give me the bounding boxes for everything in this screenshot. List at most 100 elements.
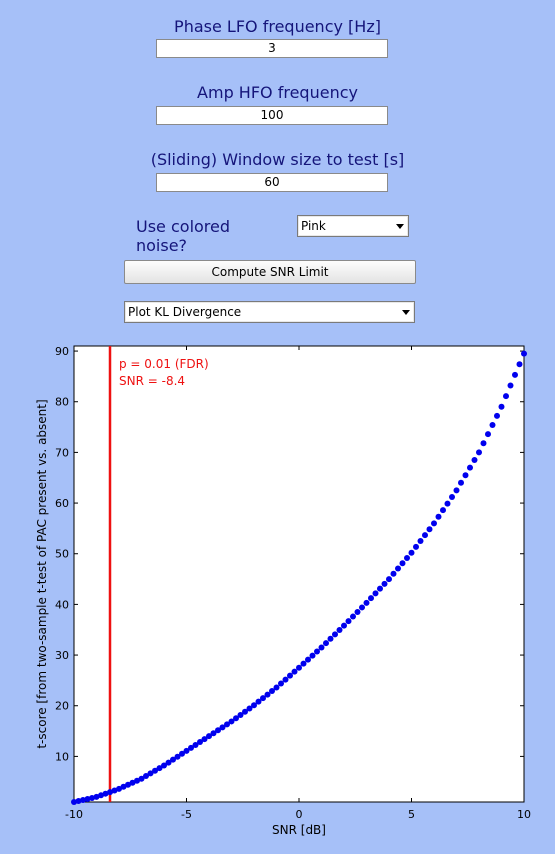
data-point: [336, 627, 343, 634]
data-point: [399, 560, 406, 567]
data-point: [359, 604, 365, 611]
amp-hfo-field[interactable]: 100: [156, 106, 388, 125]
data-point: [363, 599, 370, 606]
colored-noise-label: Use colored noise?: [136, 217, 231, 255]
data-point: [462, 472, 469, 479]
data-point: [143, 773, 149, 780]
chevron-down-icon: [402, 310, 410, 315]
x-tick-label: 5: [408, 808, 415, 821]
data-point: [444, 500, 451, 507]
noise-select[interactable]: Pink: [297, 215, 409, 237]
data-point: [323, 640, 329, 647]
data-point: [120, 783, 127, 790]
data-point: [246, 705, 253, 712]
data-point: [485, 431, 491, 438]
y-tick-label: 70: [55, 446, 69, 459]
data-point: [116, 785, 122, 792]
plot-type-select[interactable]: Plot KL Divergence: [124, 301, 415, 323]
data-point: [494, 412, 500, 419]
data-point: [156, 765, 163, 772]
data-point: [309, 652, 316, 659]
data-point: [255, 698, 262, 705]
y-tick-label: 50: [55, 548, 69, 561]
x-tick-label: -5: [181, 808, 192, 821]
data-point: [152, 767, 158, 774]
window-size-label: (Sliding) Window size to test [s]: [150, 150, 405, 169]
data-point: [98, 792, 104, 799]
data-point: [458, 479, 464, 486]
data-point: [305, 656, 311, 663]
data-point: [512, 371, 518, 378]
data-point: [350, 613, 356, 620]
noise-select-value: Pink: [301, 219, 326, 233]
data-point: [503, 393, 509, 400]
data-point: [449, 493, 455, 500]
data-point: [453, 487, 460, 494]
plot-type-value: Plot KL Divergence: [128, 305, 242, 319]
data-point: [273, 684, 280, 691]
data-point: [404, 554, 410, 561]
threshold-label-p: p = 0.01 (FDR): [119, 357, 209, 371]
x-tick-label: -10: [65, 808, 83, 821]
data-point: [192, 741, 199, 748]
data-point: [381, 580, 388, 587]
data-point: [71, 799, 77, 805]
y-tick-label: 90: [55, 345, 69, 358]
data-point: [260, 695, 266, 702]
data-point: [165, 759, 172, 766]
x-tick-label: 10: [517, 808, 531, 821]
y-tick-label: 40: [55, 598, 69, 611]
data-point: [467, 464, 473, 471]
data-point: [480, 440, 487, 447]
data-point: [372, 590, 379, 597]
data-point: [129, 779, 136, 786]
data-point: [318, 644, 325, 651]
compute-snr-button[interactable]: Compute SNR Limit: [124, 260, 416, 284]
data-point: [206, 733, 212, 740]
data-point: [269, 688, 275, 695]
x-axis-label: SNR [dB]: [272, 823, 326, 837]
amp-hfo-label: Amp HFO frequency: [197, 83, 358, 102]
data-point: [386, 576, 392, 583]
data-point: [435, 513, 442, 520]
data-point: [93, 793, 100, 800]
data-point: [84, 795, 91, 802]
phase-lfo-field[interactable]: 3: [156, 39, 388, 58]
data-point: [183, 747, 190, 754]
data-point: [516, 361, 523, 368]
data-point: [422, 532, 428, 539]
data-point: [390, 570, 397, 577]
data-point: [521, 350, 527, 357]
data-point: [242, 708, 248, 715]
data-point: [138, 775, 145, 782]
data-point: [210, 730, 217, 737]
data-point: [296, 664, 302, 671]
y-tick-label: 60: [55, 497, 69, 510]
data-point: [282, 676, 289, 683]
data-point: [368, 595, 374, 602]
data-point: [80, 796, 86, 803]
window-size-field[interactable]: 60: [156, 173, 388, 192]
data-point: [498, 403, 505, 410]
data-point: [341, 622, 347, 629]
data-point: [300, 660, 307, 667]
data-point: [408, 549, 415, 556]
data-point: [278, 680, 284, 687]
data-point: [201, 736, 208, 743]
data-point: [489, 422, 496, 429]
data-point: [111, 787, 118, 794]
data-point: [134, 777, 140, 784]
data-point: [161, 762, 167, 769]
data-point: [471, 457, 478, 463]
data-point: [507, 382, 514, 389]
data-point: [125, 781, 131, 788]
data-point: [426, 526, 433, 533]
data-point: [224, 721, 230, 728]
y-tick-label: 10: [55, 750, 69, 763]
data-point: [251, 702, 257, 709]
plot-area: [73, 345, 525, 803]
data-point: [170, 756, 176, 763]
data-point: [197, 739, 203, 746]
data-point: [188, 744, 194, 751]
data-point: [147, 770, 154, 777]
